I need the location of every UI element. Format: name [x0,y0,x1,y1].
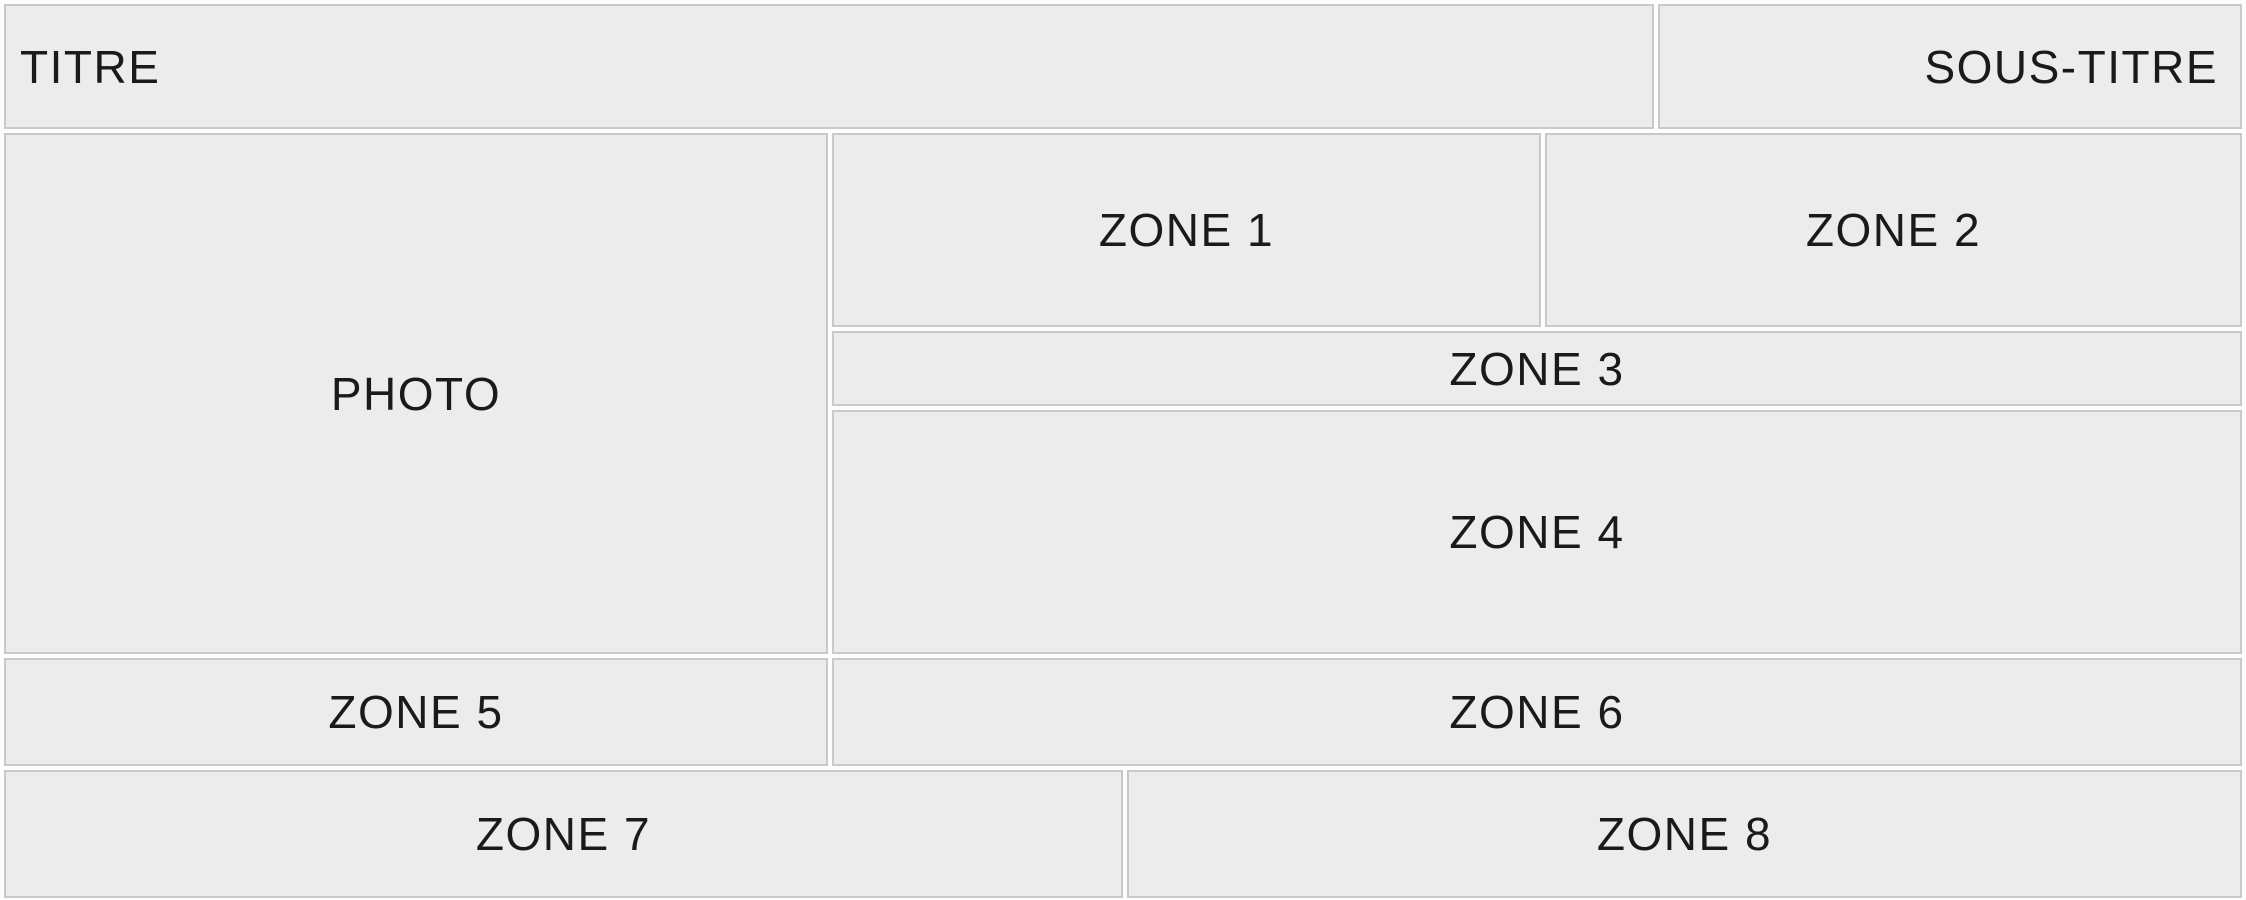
zone-5-label: ZONE 5 [328,686,504,738]
zone-3-label: ZONE 3 [1449,342,1625,395]
zone-2-box: ZONE 2 [1545,133,2242,327]
zone-1-label: ZONE 1 [1098,204,1275,256]
zone-7-label: ZONE 7 [475,808,652,860]
title-zone-label: TITRE [20,40,161,93]
zone-5-box: ZONE 5 [4,658,828,766]
title-zone-box: TITRE [4,4,1654,129]
zone-4-box: ZONE 4 [832,410,2242,654]
zone-8-label: ZONE 8 [1596,808,1773,860]
zone-7-box: ZONE 7 [4,770,1123,898]
zone-1-box: ZONE 1 [832,133,1541,327]
photo-zone-box: PHOTO [4,133,828,654]
zone-3-box: ZONE 3 [832,331,2242,406]
zone-4-label: ZONE 4 [1449,506,1625,558]
subtitle-zone-box: SOUS-TITRE [1658,4,2242,129]
zone-8-box: ZONE 8 [1127,770,2242,898]
photo-zone-label: PHOTO [330,367,502,420]
zone-6-label: ZONE 6 [1449,686,1625,738]
zone-2-label: ZONE 2 [1805,204,1982,256]
subtitle-zone-label: SOUS-TITRE [1924,40,2218,93]
zone-6-box: ZONE 6 [832,658,2242,766]
